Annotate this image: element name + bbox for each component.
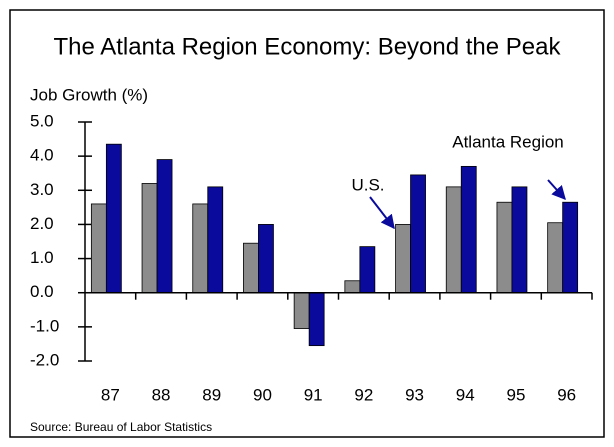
bar (410, 174, 426, 294)
bar (243, 242, 259, 294)
bar (207, 186, 224, 294)
bar (344, 280, 361, 294)
annotation-arrow (547, 179, 566, 201)
x-tick-label: 88 (152, 385, 171, 404)
bar (562, 201, 579, 294)
bar (359, 246, 376, 294)
x-tick-label: 91 (304, 385, 323, 404)
x-tick-label: 96 (557, 385, 576, 404)
y-tick-label: 4.0 (30, 146, 54, 165)
bar (496, 201, 513, 294)
y-tick-label: -1.0 (30, 316, 59, 335)
bar (460, 165, 477, 294)
y-tick-label: 5.0 (30, 111, 54, 130)
source: Source: Bureau of Labor Statistics (30, 420, 212, 434)
x-tick-label: 90 (253, 385, 272, 404)
bar (192, 203, 209, 294)
bar (547, 222, 564, 294)
chart-title: The Atlanta Region Economy: Beyond the P… (54, 33, 562, 60)
y-tick-label: -2.0 (30, 350, 59, 369)
bar (308, 292, 325, 347)
annotation-arrow (369, 196, 395, 230)
y-tick-label: 3.0 (30, 180, 54, 199)
annotation: U.S. (351, 175, 384, 194)
y-tick-label: 0.0 (30, 282, 54, 301)
y-axis-label: Job Growth (%) (30, 85, 148, 104)
x-tick-label: 95 (506, 385, 525, 404)
bar (445, 186, 462, 294)
x-tick-label: 89 (202, 385, 221, 404)
bar (156, 159, 173, 294)
bar (395, 224, 411, 294)
bar (141, 183, 158, 294)
y-tick-label: 1.0 (30, 248, 54, 267)
bar (258, 224, 274, 294)
bar (293, 292, 310, 329)
x-tick-label: 87 (101, 385, 120, 404)
x-tick-label: 93 (405, 385, 424, 404)
x-tick-label: 94 (456, 385, 475, 404)
y-tick-label: 2.0 (30, 214, 54, 233)
bar (105, 143, 122, 294)
x-tick-label: 92 (354, 385, 373, 404)
annotation: Atlanta Region (452, 132, 564, 151)
bar (90, 203, 107, 294)
bar (511, 186, 528, 294)
